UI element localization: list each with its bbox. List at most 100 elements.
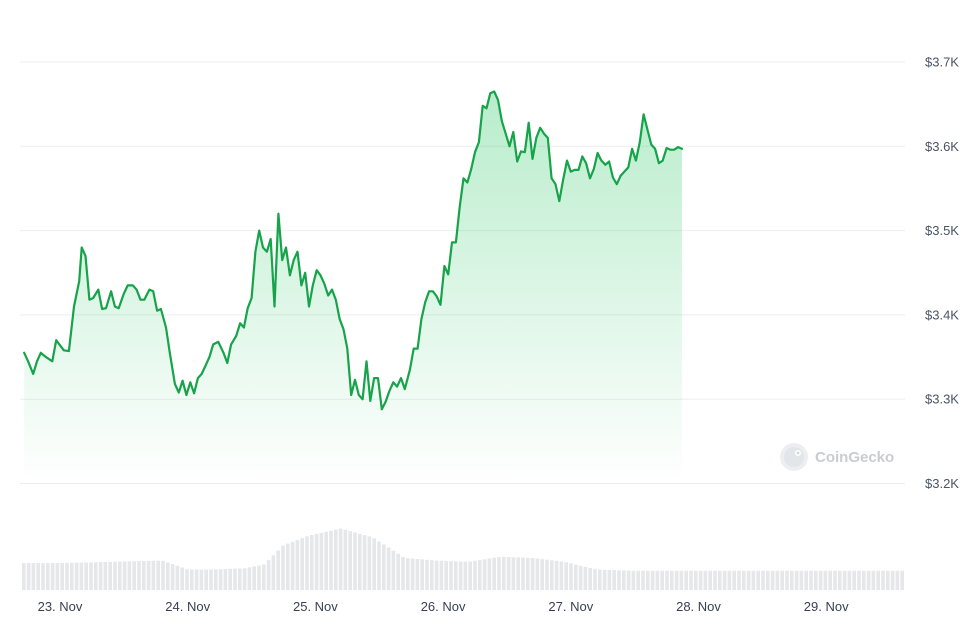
- volume-bar: [257, 565, 261, 590]
- volume-bar: [127, 561, 132, 590]
- volume-bar: [372, 538, 376, 590]
- volume-bar: [785, 570, 789, 590]
- volume-bar: [420, 559, 424, 590]
- volume-bar: [31, 563, 36, 590]
- volume-bar: [482, 559, 487, 590]
- volume-bar: [415, 559, 420, 590]
- volume-bar: [756, 570, 760, 590]
- volume-bar: [703, 570, 708, 590]
- volume-bar: [871, 570, 876, 590]
- volume-bar: [468, 561, 472, 590]
- volume-bar: [310, 535, 314, 590]
- volume-bar: [679, 570, 684, 590]
- volume-bar: [713, 570, 717, 590]
- volume-bar: [593, 569, 597, 590]
- volume-bar: [444, 560, 448, 590]
- volume-bar: [636, 570, 640, 590]
- volume-bar: [74, 562, 79, 590]
- volume-bar: [396, 553, 400, 590]
- volume-bar: [50, 563, 55, 590]
- volume-bar: [367, 536, 372, 590]
- volume-bar: [434, 560, 439, 590]
- volume-bar: [305, 536, 309, 590]
- volume-bar: [559, 561, 564, 590]
- volume-bar: [281, 545, 285, 590]
- volume-bar: [290, 541, 295, 590]
- volume-bar: [698, 570, 703, 590]
- volume-bar: [319, 532, 324, 590]
- volume-bar: [146, 560, 151, 590]
- volume-bar: [386, 547, 391, 590]
- volume-bar: [742, 570, 746, 590]
- volume-bar: [175, 565, 180, 590]
- volume-bar: [670, 570, 674, 590]
- volume-bar: [828, 570, 832, 590]
- volume-bar: [578, 565, 583, 590]
- y-tick-label: $3.2K: [925, 476, 959, 491]
- volume-bar: [190, 569, 194, 590]
- volume-bar: [751, 570, 756, 590]
- volume-bar: [204, 569, 208, 590]
- y-tick-label: $3.7K: [925, 55, 959, 70]
- volume-bar: [674, 570, 679, 590]
- price-line-path: [23, 90, 683, 411]
- volume-bar: [238, 568, 242, 590]
- volume-bar: [809, 570, 813, 590]
- volume-bar: [665, 570, 669, 590]
- volume-bar: [170, 564, 175, 590]
- volume-bar: [300, 538, 304, 590]
- volume-bar: [890, 570, 895, 590]
- x-tick-label: 28. Nov: [676, 599, 721, 614]
- volume-bar: [262, 564, 266, 590]
- price-area: [24, 91, 682, 484]
- x-tick-label: 23. Nov: [38, 599, 83, 614]
- volume-bar: [852, 570, 856, 590]
- volume-bar: [132, 561, 136, 590]
- volume-bar: [554, 560, 559, 590]
- volume-bar: [727, 570, 732, 590]
- volume-bar: [228, 568, 232, 590]
- volume-bar: [55, 563, 60, 590]
- volume-bar: [794, 570, 799, 590]
- watermark-text: CoinGecko: [815, 449, 894, 466]
- volume-bar: [770, 570, 775, 590]
- x-tick-label: 29. Nov: [804, 599, 849, 614]
- volume-bar: [497, 557, 501, 590]
- volume-bar: [156, 560, 160, 590]
- volume-bar: [185, 569, 189, 590]
- volume-bar: [540, 559, 544, 590]
- volume-bar: [161, 560, 165, 590]
- volume-bar: [574, 564, 578, 590]
- volume-bar: [689, 570, 693, 590]
- volume-bar: [545, 559, 549, 590]
- volume-bar: [295, 540, 300, 590]
- y-axis-labels: $3.7K $3.6K $3.5K $3.4K $3.3K $3.2K: [925, 55, 959, 492]
- volume-bar: [641, 570, 645, 590]
- volume-bar: [886, 570, 890, 590]
- x-axis-labels: 23. Nov 24. Nov 25. Nov 26. Nov 27. Nov 28. N…: [38, 599, 850, 614]
- volume-bar: [876, 570, 880, 590]
- volume-bar: [118, 561, 122, 590]
- volume-bar: [535, 558, 540, 590]
- volume-bar: [22, 563, 26, 590]
- x-tick-label: 26. Nov: [421, 599, 466, 614]
- volume-bar: [439, 560, 444, 590]
- volume-bar: [569, 563, 573, 590]
- volume-bar: [137, 561, 141, 590]
- y-tick-label: $3.6K: [925, 139, 959, 154]
- volume-bar: [722, 570, 727, 590]
- volume-bar: [564, 562, 568, 590]
- volume-bar: [526, 557, 530, 590]
- volume-bar: [857, 570, 861, 590]
- volume-bar: [343, 529, 348, 590]
- volume-bar: [338, 528, 343, 590]
- volume-bar: [866, 570, 871, 590]
- volume-bar: [391, 550, 396, 590]
- volume-bar: [84, 562, 88, 590]
- volume-bar: [271, 555, 276, 590]
- volume-bar: [65, 562, 69, 590]
- y-tick-label: $3.3K: [925, 392, 959, 407]
- volume-bar: [242, 568, 247, 590]
- volume-bar: [233, 568, 237, 590]
- volume-bar: [358, 533, 362, 590]
